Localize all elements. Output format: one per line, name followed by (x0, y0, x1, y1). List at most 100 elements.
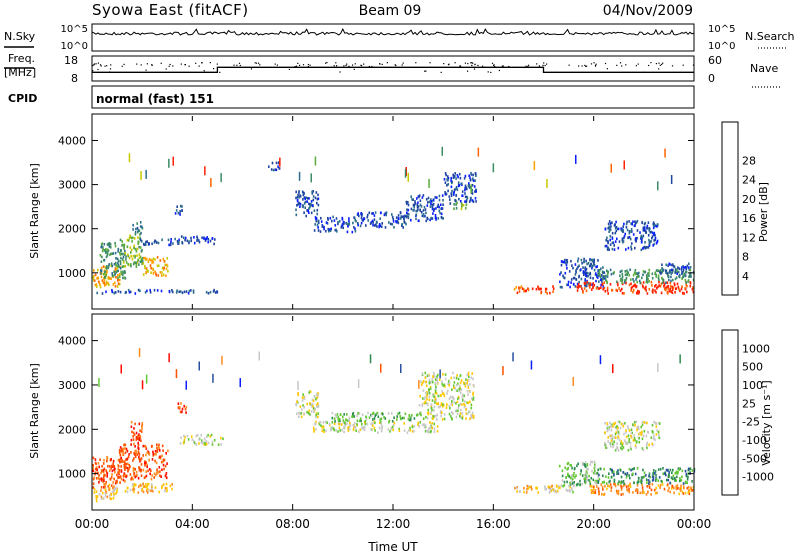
heat-cell (188, 240, 190, 243)
heat-cell (438, 378, 441, 381)
heat-cell (425, 415, 427, 419)
heat-cell (107, 266, 109, 270)
heat-cell (400, 217, 402, 220)
heat-cell (404, 168, 407, 178)
heat-cell (627, 434, 630, 437)
heat-cell (142, 242, 145, 246)
heat-cell (363, 426, 365, 430)
heat-cell (646, 281, 649, 284)
heat-cell (392, 218, 395, 221)
heat-cell (110, 467, 112, 470)
heat-cell (162, 257, 165, 261)
heat-cell (112, 283, 115, 286)
heat-cell (653, 222, 656, 226)
heat-cell (457, 184, 460, 188)
heat-cell (428, 381, 431, 385)
heat-cell (309, 205, 311, 209)
heat-cell (130, 254, 132, 258)
heat-cell (675, 471, 678, 475)
heat-cell (643, 475, 646, 478)
heat-cell (661, 263, 663, 267)
heat-cell (685, 270, 688, 274)
heat-cell (626, 269, 628, 273)
heat-cell (475, 190, 477, 193)
heat-cell (158, 447, 160, 450)
heat-cell (176, 205, 178, 208)
heat-cell (116, 479, 118, 483)
nave-point (595, 65, 597, 67)
heat-cell (303, 412, 306, 416)
heat-cell (97, 268, 99, 272)
heat-cell (549, 291, 551, 295)
heat-cell (186, 434, 189, 438)
heat-cell (137, 242, 139, 245)
heat-cell (144, 291, 147, 294)
heat-cell (640, 425, 642, 429)
heat-cell (109, 277, 111, 280)
heat-cell (139, 289, 141, 293)
heat-cell (527, 288, 530, 292)
heat-cell (132, 438, 135, 441)
heat-cell (310, 173, 312, 183)
heat-cell (354, 229, 357, 233)
heat-cell (436, 425, 439, 428)
heat-cell (132, 435, 134, 438)
heat-cell (539, 287, 541, 291)
heat-cell (610, 225, 612, 228)
heat-cell (622, 480, 625, 483)
heat-cell (132, 431, 135, 435)
heat-cell (148, 453, 151, 456)
heat-cell (566, 261, 569, 264)
heat-cell (608, 442, 611, 445)
heat-cell (113, 262, 116, 266)
heat-cell (630, 222, 632, 225)
heat-cell (106, 495, 109, 499)
nsky-line (91, 27, 695, 36)
heat-cell (155, 273, 158, 277)
heat-cell (338, 426, 341, 430)
heat-cell (114, 251, 117, 255)
heat-cell (429, 385, 432, 389)
heat-cell (106, 475, 108, 478)
heat-cell (648, 482, 650, 485)
heat-cell (391, 425, 394, 429)
heat-cell (138, 348, 141, 357)
heat-cell (658, 422, 661, 425)
heat-cell (622, 492, 624, 496)
heat-cell (200, 433, 202, 437)
nave-point (299, 64, 301, 66)
heat-cell (640, 248, 643, 252)
heat-cell (209, 435, 212, 438)
heat-cell (380, 417, 383, 420)
heat-cell (204, 237, 207, 241)
heat-cell (592, 285, 594, 289)
heat-cell (356, 414, 358, 418)
heat-cell (450, 194, 453, 197)
heat-cell (670, 476, 673, 479)
heat-cell (633, 271, 636, 275)
heat-cell (114, 285, 117, 288)
heat-cell (145, 240, 147, 244)
heat-cell (138, 457, 141, 461)
heat-cell (315, 427, 317, 431)
heat-cell (119, 475, 122, 478)
heat-cell (579, 472, 582, 476)
heat-cell (424, 371, 427, 375)
heat-cell (138, 485, 140, 488)
heat-cell (403, 422, 405, 425)
heat-cell (177, 406, 180, 409)
heat-cell (625, 226, 628, 229)
heat-cell (297, 392, 299, 395)
heat-cell (163, 266, 165, 270)
heat-cell (370, 428, 372, 431)
heat-cell (441, 380, 443, 383)
heat-cell (459, 402, 462, 406)
heat-cell (370, 221, 373, 224)
heat-cell (196, 235, 198, 239)
heat-cell (587, 271, 589, 275)
heat-cell (99, 285, 102, 289)
heat-cell (442, 198, 444, 202)
heat-cell (97, 276, 99, 280)
nave-point (180, 63, 182, 65)
heat-cell (109, 246, 112, 249)
